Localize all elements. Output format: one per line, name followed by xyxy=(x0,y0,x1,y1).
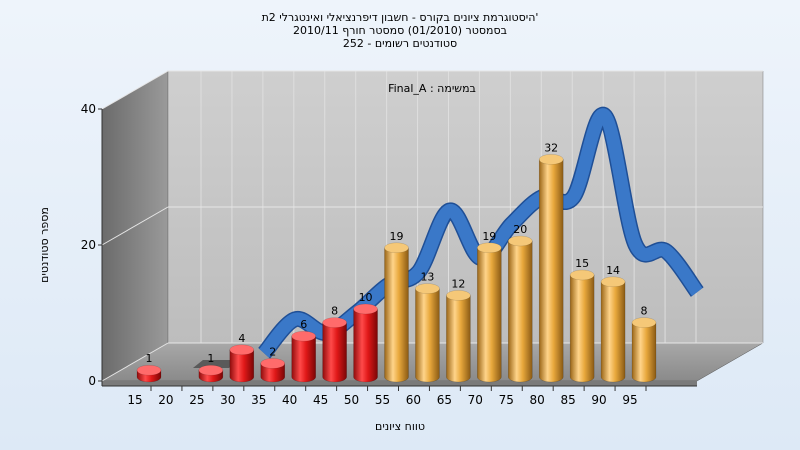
x-tick-label: 35 xyxy=(251,393,266,407)
bar-body xyxy=(631,322,657,383)
y-tick-label: 0 xyxy=(88,374,96,388)
bar-cap xyxy=(322,317,347,328)
x-tick-label: 75 xyxy=(499,393,514,407)
y-axis-title: מספר סטודנטים xyxy=(38,207,51,283)
y-tick-label: 20 xyxy=(81,238,96,252)
x-axis-title: טווח ציונים xyxy=(375,420,425,433)
grid-line-wall xyxy=(101,70,169,110)
bar xyxy=(508,235,533,383)
bar-value-label: 15 xyxy=(575,257,589,270)
bar-value-label: 2 xyxy=(269,345,276,358)
grid-line-wall xyxy=(101,342,169,382)
bar-value-label: 20 xyxy=(513,223,527,236)
bar-value-label: 12 xyxy=(451,277,465,290)
bar-value-label: 8 xyxy=(641,305,648,318)
bar-cap xyxy=(384,242,409,254)
bar-body xyxy=(508,240,533,383)
bar-cap xyxy=(198,364,224,376)
x-tick-label: 25 xyxy=(189,393,204,407)
bar-body xyxy=(260,363,285,383)
bar-value-label: 13 xyxy=(420,271,434,284)
bar-body xyxy=(600,281,626,383)
y-tick-label: 40 xyxy=(81,102,96,116)
bar xyxy=(384,242,409,383)
bar-value-label: 4 xyxy=(238,332,245,345)
bar-body xyxy=(538,159,564,383)
bar-body xyxy=(446,295,471,383)
bar xyxy=(229,344,255,383)
bar xyxy=(322,317,347,383)
bar xyxy=(631,317,657,383)
bar-value-label: 10 xyxy=(359,291,373,304)
bar-cap xyxy=(260,358,285,369)
x-tick-label: 30 xyxy=(220,393,235,407)
bar xyxy=(446,290,471,383)
bar-cap xyxy=(600,276,626,288)
x-tick-label: 65 xyxy=(437,393,452,407)
grid-line-wall xyxy=(101,206,169,246)
bar xyxy=(353,303,378,383)
chart-title-line-2: בסמסטר (01/2010) סמסטר חורף 2010/11 xyxy=(293,24,507,37)
bar xyxy=(198,364,224,383)
bar-body xyxy=(229,349,255,383)
bar-cap xyxy=(446,290,471,301)
x-tick-label: 60 xyxy=(406,393,421,407)
bar-body xyxy=(415,288,440,383)
bar-body xyxy=(384,247,409,383)
bar xyxy=(600,276,626,383)
annotation-label: Final_A : במשימה xyxy=(388,82,476,95)
bar-cap xyxy=(631,317,657,328)
bar-body xyxy=(322,322,347,383)
x-tick-label: 90 xyxy=(591,393,606,407)
bar-value-label: 19 xyxy=(482,230,496,243)
bar-cap xyxy=(508,235,533,247)
bar-cap xyxy=(136,364,162,376)
bar-cap xyxy=(291,330,316,342)
x-tick-label: 80 xyxy=(530,393,545,407)
bar xyxy=(538,154,564,383)
bar-cap xyxy=(538,154,564,165)
bar-value-label: 1 xyxy=(207,352,214,365)
x-tick-label: 20 xyxy=(158,393,173,407)
bar xyxy=(569,269,595,383)
bar-cap xyxy=(569,269,595,281)
bar-value-label: 6 xyxy=(300,318,307,331)
x-tick-label: 15 xyxy=(127,393,142,407)
bar-body xyxy=(569,274,595,383)
bar-cap xyxy=(229,344,255,356)
bar-value-label: 8 xyxy=(331,305,338,318)
x-tick-label: 50 xyxy=(344,393,359,407)
bar-cap xyxy=(415,283,440,294)
x-tick-label: 45 xyxy=(313,393,328,407)
bar xyxy=(415,283,440,383)
bar-body xyxy=(291,335,316,383)
x-tick-label: 70 xyxy=(468,393,483,407)
x-tick-label: 55 xyxy=(375,393,390,407)
bar-cap xyxy=(477,242,502,254)
bar-value-label: 32 xyxy=(544,141,558,154)
x-tick-label: 40 xyxy=(282,393,297,407)
bar xyxy=(136,364,162,383)
bar-value-label: 1 xyxy=(146,352,153,365)
bar xyxy=(260,358,285,383)
x-tick-label: 85 xyxy=(560,393,575,407)
chart-title-line-3: 252 - סטודנטים רשומים xyxy=(342,37,458,50)
bar-body xyxy=(477,247,502,383)
bar-cap xyxy=(353,303,378,315)
bar-value-label: 14 xyxy=(606,264,620,277)
bar-body xyxy=(353,308,378,383)
chart-title-line-1: היסטוגרמת ציונים בקורס - חשבון דיפרנציאל… xyxy=(261,11,539,24)
floor-edge xyxy=(102,381,697,386)
bar xyxy=(291,330,316,383)
bar xyxy=(477,242,502,383)
bar-value-label: 19 xyxy=(390,230,404,243)
x-tick-label: 95 xyxy=(622,393,637,407)
